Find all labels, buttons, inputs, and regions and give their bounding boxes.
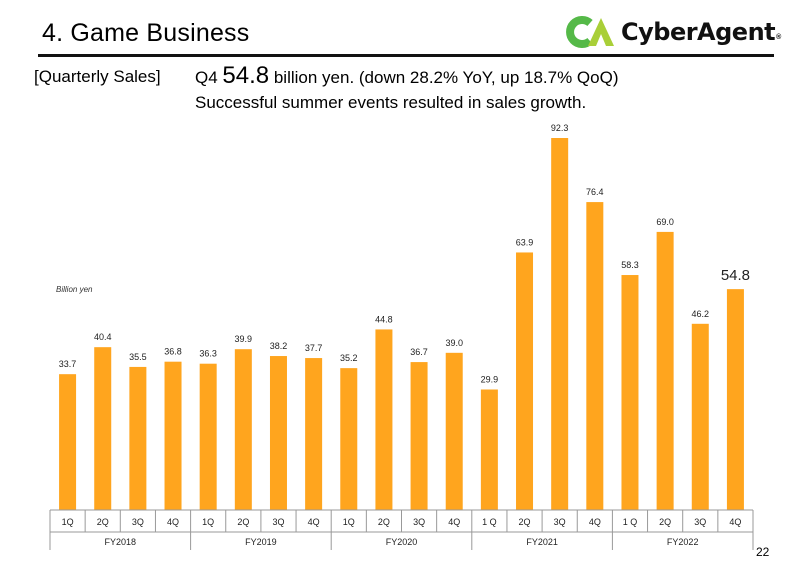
cyberagent-logo: CyberAgent ®	[566, 14, 781, 50]
bar	[340, 368, 358, 510]
bar	[691, 323, 709, 510]
bar	[586, 202, 604, 510]
headline-prefix: Q4	[195, 68, 223, 87]
tick-label: 4Q	[589, 517, 601, 527]
bar	[551, 138, 569, 510]
data-label: 35.2	[340, 353, 358, 363]
tick-label: 4Q	[308, 517, 320, 527]
data-label: 29.9	[481, 374, 499, 384]
data-label: 39.0	[445, 338, 463, 348]
data-label: 58.3	[621, 260, 639, 270]
headline-value: 54.8	[222, 62, 270, 89]
data-label: 38.2	[270, 341, 288, 351]
page-number: 22	[756, 545, 770, 559]
bar	[94, 347, 112, 510]
data-label: 76.4	[586, 187, 604, 197]
data-label: 36.3	[199, 349, 217, 359]
bar	[480, 389, 498, 510]
tick-label: 3Q	[132, 517, 144, 527]
data-label: 37.7	[305, 343, 323, 353]
bar	[164, 361, 182, 510]
bar	[726, 289, 744, 510]
tick-label: 2Q	[519, 517, 531, 527]
group-label: FY2019	[245, 537, 277, 547]
header-divider	[38, 54, 774, 57]
group-label: FY2021	[526, 537, 558, 547]
bar	[445, 352, 463, 510]
logo-wordmark: CyberAgent	[621, 18, 776, 46]
tick-label: 2Q	[97, 517, 109, 527]
bar	[656, 231, 674, 510]
data-label: 40.4	[94, 332, 112, 342]
headline-suffix: billion yen. (down 28.2% YoY, up 18.7% Q…	[269, 68, 619, 87]
data-label: 92.3	[551, 123, 569, 133]
group-label: FY2020	[386, 537, 418, 547]
registered-mark: ®	[776, 33, 782, 41]
tick-label: 1Q	[343, 517, 355, 527]
subline: Successful summer events resulted in sal…	[195, 93, 587, 112]
tick-label: 2Q	[237, 517, 249, 527]
headline: Q4 54.8 billion yen. (down 28.2% YoY, up…	[195, 62, 619, 90]
data-label: 44.8	[375, 314, 393, 324]
data-label: 39.9	[235, 334, 253, 344]
tick-label: 3Q	[694, 517, 706, 527]
tick-label: 1Q	[62, 517, 74, 527]
data-label: 35.5	[129, 352, 147, 362]
bar	[305, 358, 323, 510]
ca-logo-icon	[566, 16, 614, 48]
tick-label: 4Q	[167, 517, 179, 527]
unit-label: Billion yen	[56, 285, 93, 294]
data-label: 36.8	[164, 347, 182, 357]
tick-label: 4Q	[448, 517, 460, 527]
group-label: FY2022	[667, 537, 699, 547]
data-label: 54.8	[721, 267, 750, 284]
section-label: [Quarterly Sales]	[34, 67, 161, 86]
tick-label: 3Q	[272, 517, 284, 527]
tick-label: 1Q	[202, 517, 214, 527]
data-label: 36.7	[410, 347, 428, 357]
bar	[410, 362, 428, 510]
tick-label: 3Q	[413, 517, 425, 527]
page-title: 4. Game Business	[42, 19, 250, 47]
bar	[269, 356, 287, 510]
tick-label: 3Q	[554, 517, 566, 527]
bar	[129, 366, 147, 510]
data-label: 63.9	[516, 237, 534, 247]
tick-label: 2Q	[659, 517, 671, 527]
bar	[621, 275, 639, 510]
tick-label: 2Q	[378, 517, 390, 527]
data-label: 46.2	[692, 309, 710, 319]
bar	[199, 363, 217, 510]
bar	[516, 252, 534, 510]
data-label: 33.7	[59, 359, 77, 369]
bar	[375, 329, 393, 510]
data-label: 69.0	[656, 217, 674, 227]
bar	[234, 349, 252, 510]
tick-label: 4Q	[729, 517, 741, 527]
tick-label: 1 Q	[623, 517, 638, 527]
bar	[59, 374, 77, 510]
group-label: FY2018	[105, 537, 137, 547]
tick-label: 1 Q	[482, 517, 497, 527]
